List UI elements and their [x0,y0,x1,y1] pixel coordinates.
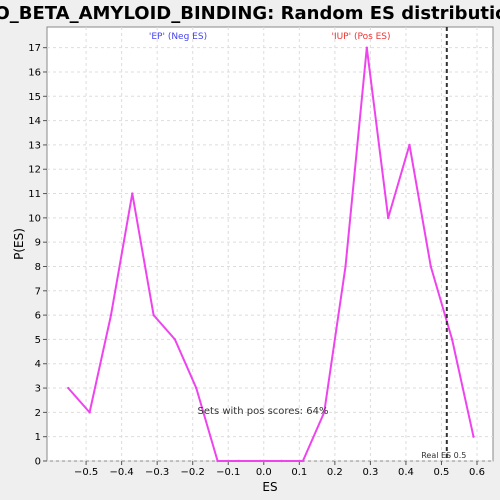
x-tick-label: 0.4 [398,467,414,478]
data-point [109,313,113,317]
chart-title: GO_BETA_AMYLOID_BINDING: Random ES distr… [0,3,500,24]
data-point [322,411,326,414]
neg-es-label: 'EP' (Neg ES) [149,32,207,42]
x-tick-label: −0.2 [181,467,205,478]
y-tick-label: 7 [35,286,41,297]
data-point [67,386,70,390]
x-axis-label: ES [262,480,277,494]
y-tick-label: 16 [28,67,41,78]
y-tick-label: 17 [28,43,41,54]
series-group [67,46,475,463]
y-tick-label: 2 [35,408,41,419]
data-point [280,459,283,463]
x-tick-label: −0.1 [216,467,240,478]
data-point [472,435,475,438]
y-tick-label: 12 [28,165,41,176]
grid-lines [47,27,493,462]
x-tick-label: 0.3 [362,467,378,478]
x-tick-label: −0.3 [145,467,169,478]
y-tick-label: 10 [28,213,41,224]
y-tick-label: 8 [35,262,41,273]
y-tick-label: 14 [28,116,41,127]
data-point [386,216,390,220]
y-tick-label: 9 [35,238,41,249]
y-tick-label: 1 [35,432,41,443]
y-tick-label: 4 [35,359,41,370]
data-point [429,265,433,268]
series-line [67,46,475,462]
y-tick-label: 3 [35,384,41,395]
data-point [450,338,454,341]
pos-es-label: 'IUP' (Pos ES) [331,32,390,42]
x-tick-label: 0.6 [469,467,485,478]
data-point [301,459,305,463]
x-tick-label: −0.5 [74,467,98,478]
data-point [152,313,155,317]
y-tick-label: 13 [28,140,41,151]
x-tick-label: 0.0 [256,467,272,478]
pos-scores-annotation: Sets with pos scores: 64% [198,406,329,417]
data-point [88,411,91,414]
real-es-label: Real ES 0.5 [421,451,466,460]
y-axis-label: P(ES) [12,228,26,260]
x-tick-label: −0.4 [109,467,133,478]
y-tick-label: 5 [35,335,41,346]
x-tick-label: 0.2 [327,467,343,478]
y-tick-label: 15 [28,92,41,103]
x-tick-label: 0.1 [291,467,307,478]
data-point [237,459,241,463]
data-point [259,459,262,463]
data-point [216,459,219,463]
data-point [173,338,177,341]
data-point [408,143,411,147]
data-point [195,386,198,390]
data-point [131,192,134,195]
y-tick-label: 6 [35,311,41,322]
y-tick-label: 0 [35,457,41,468]
x-tick-label: 0.5 [434,467,450,478]
y-tick-label: 11 [28,189,41,200]
data-point [344,265,347,268]
data-point [365,46,369,49]
